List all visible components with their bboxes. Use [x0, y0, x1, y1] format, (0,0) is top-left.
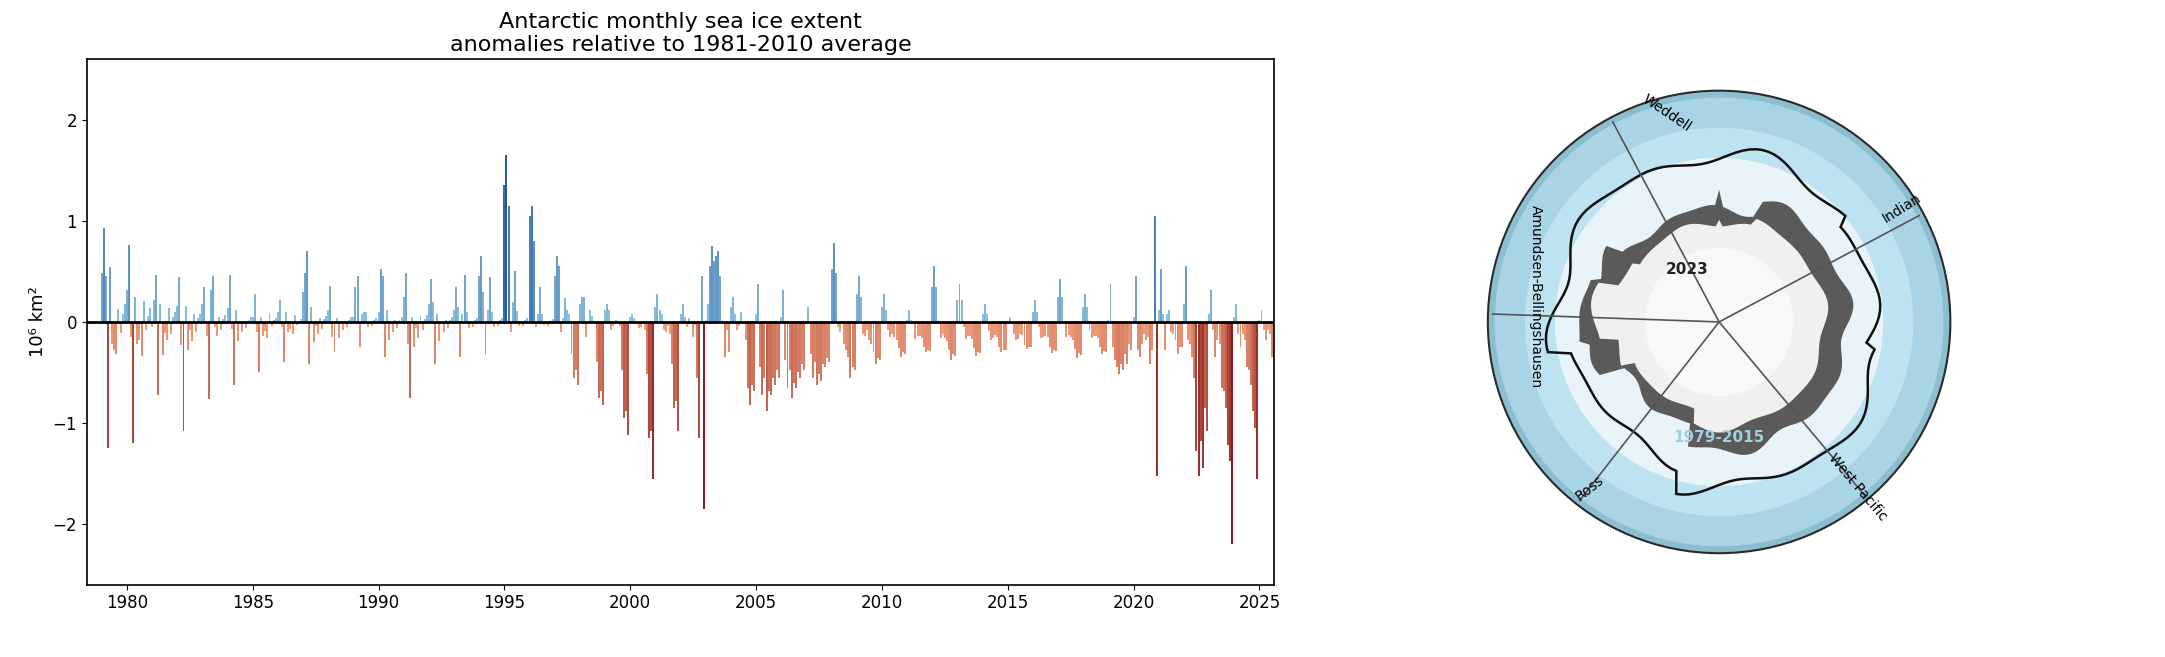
Polygon shape [1591, 219, 1827, 432]
Y-axis label: 10⁶ km²: 10⁶ km² [28, 286, 48, 357]
Text: Amundsen-Bellingshausen: Amundsen-Bellingshausen [1528, 204, 1544, 388]
Circle shape [1524, 127, 1914, 516]
Circle shape [1494, 98, 1944, 546]
Circle shape [1645, 248, 1793, 396]
Title: Antarctic monthly sea ice extent
anomalies relative to 1981-2010 average: Antarctic monthly sea ice extent anomali… [450, 12, 911, 55]
Circle shape [1487, 91, 1951, 553]
Text: Weddell: Weddell [1641, 92, 1693, 135]
Text: Indian: Indian [1879, 191, 1923, 225]
Text: 2023: 2023 [1667, 262, 1708, 277]
Polygon shape [1578, 190, 1853, 455]
Circle shape [1554, 158, 1884, 486]
Text: Ross: Ross [1572, 472, 1606, 503]
Text: 1979-2015: 1979-2015 [1674, 430, 1764, 445]
Text: West Pacific: West Pacific [1825, 451, 1890, 523]
